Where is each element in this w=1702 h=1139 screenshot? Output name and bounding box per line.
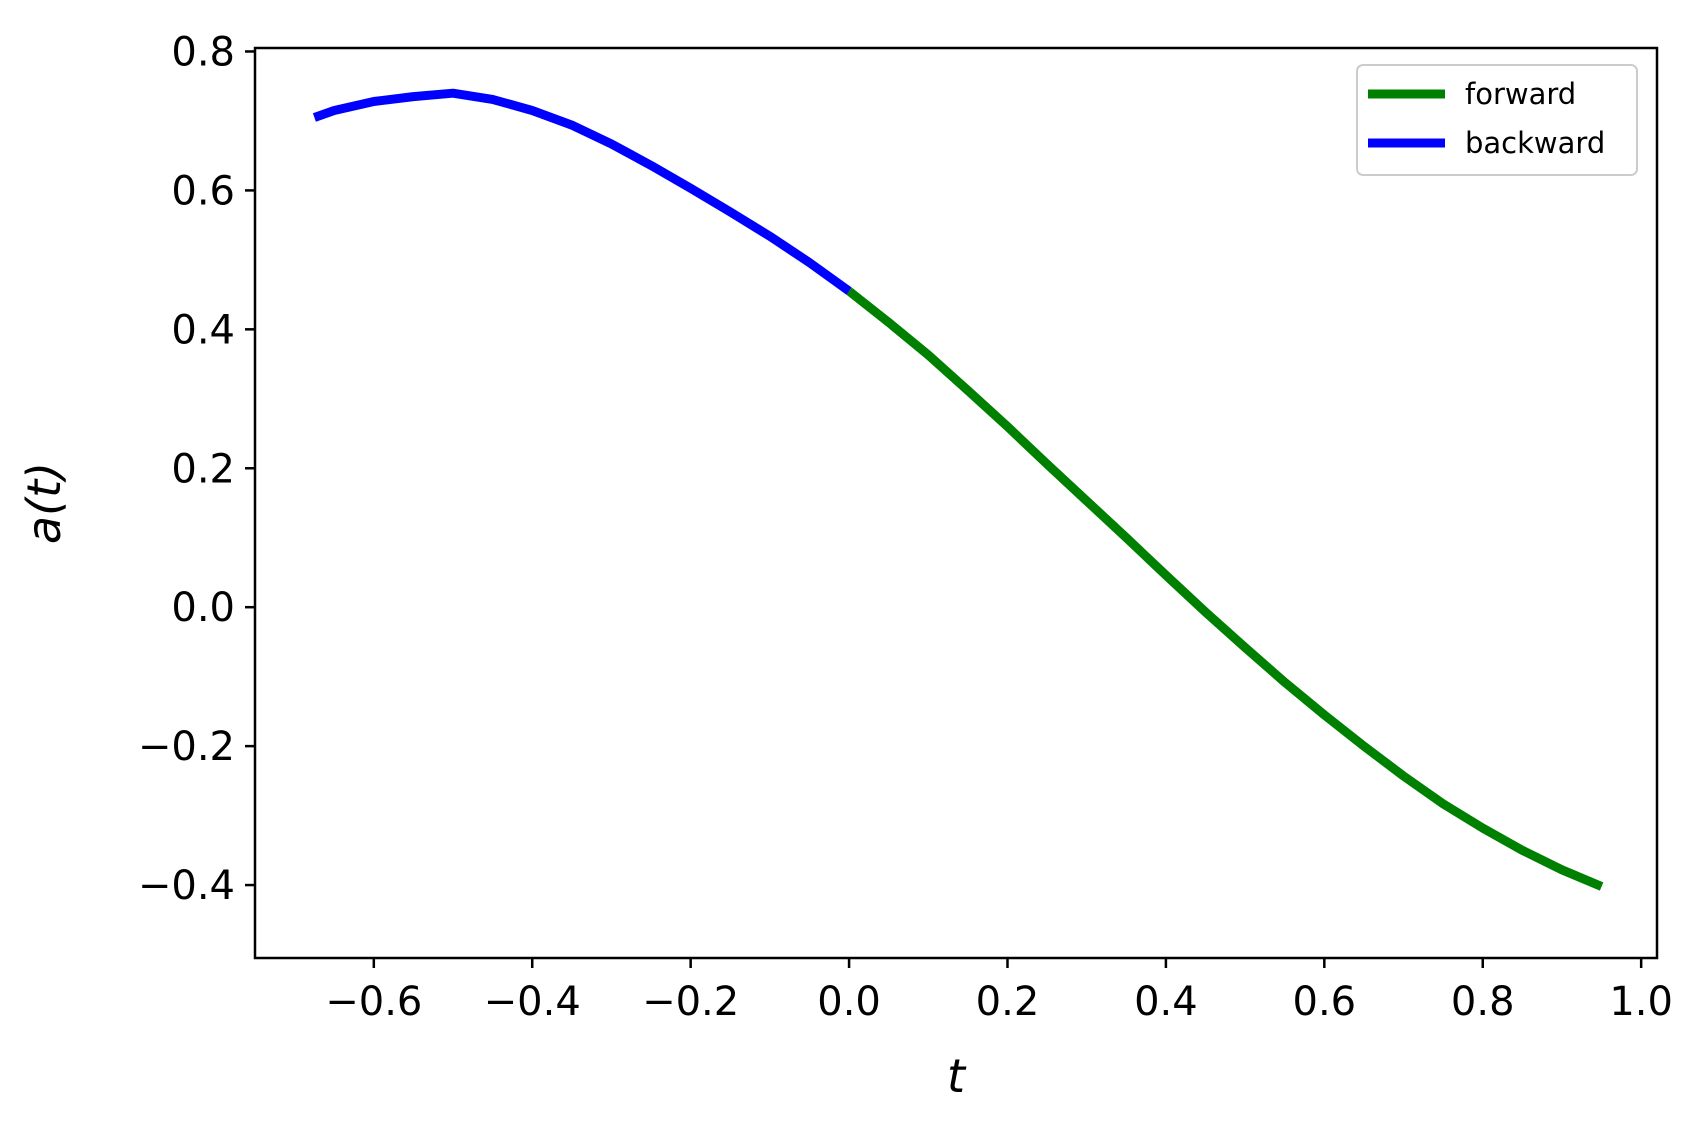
series-line-backward: [312, 88, 852, 295]
series-line-forward: [846, 287, 1604, 891]
y-axis: −0.4 −0.2 0.0 0.2 0.4 0.6 0.8: [138, 29, 255, 909]
x-tick-label: −0.2: [642, 979, 739, 1025]
x-tick-label: 0.6: [1293, 979, 1357, 1025]
y-tick-label: 0.0: [171, 585, 235, 631]
x-tick-label: 1.0: [1609, 979, 1673, 1025]
y-tick-label: 0.8: [171, 29, 235, 75]
x-tick-label: 0.2: [976, 979, 1040, 1025]
x-tick-label: 0.4: [1134, 979, 1198, 1025]
x-axis-label: t: [947, 1049, 967, 1103]
y-tick-label: −0.2: [138, 724, 235, 770]
x-tick-label: −0.4: [484, 979, 581, 1025]
x-axis: −0.6 −0.4 −0.2 0.0 0.2 0.4 0.6 0.8 1.0: [325, 958, 1673, 1025]
y-tick-label: 0.6: [171, 168, 235, 214]
legend-label-backward: backward: [1465, 126, 1605, 160]
legend-label-forward: forward: [1465, 77, 1576, 111]
y-tick-label: 0.2: [171, 446, 235, 492]
y-tick-label: 0.4: [171, 307, 235, 353]
plot-area-frame: [253, 46, 1659, 960]
y-axis-label: a(t): [17, 462, 71, 544]
x-tick-label: 0.0: [817, 979, 881, 1025]
x-tick-label: 0.8: [1451, 979, 1515, 1025]
x-tick-label: −0.6: [325, 979, 422, 1025]
y-tick-label: −0.4: [138, 863, 235, 909]
legend: forward backward: [1356, 64, 1638, 176]
